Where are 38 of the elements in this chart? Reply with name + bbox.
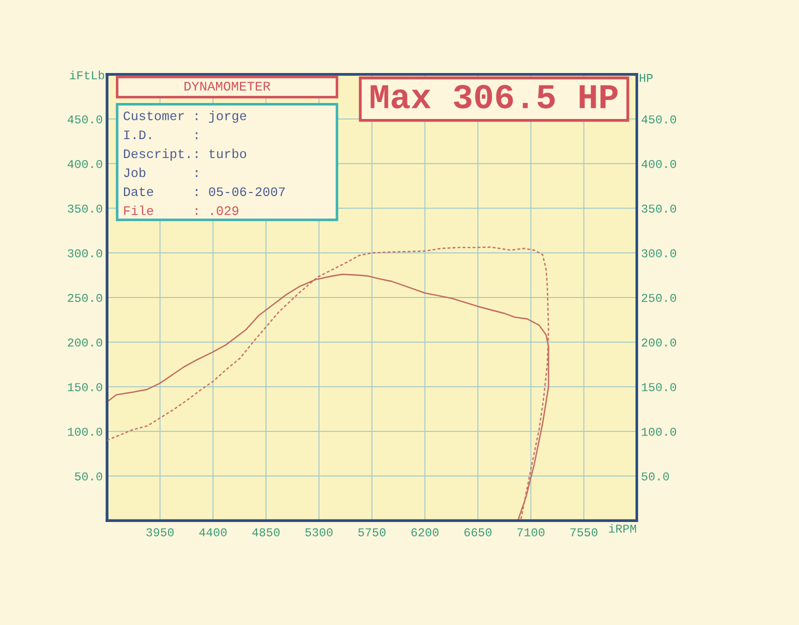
annotation: Job :: [124, 168, 198, 178]
x-tick-label: 6650: [464, 528, 492, 536]
x-tick-label: 6200: [411, 528, 439, 536]
y-tick-label: 100.0: [68, 428, 102, 436]
y-tick-label: 50.0: [74, 472, 102, 480]
y2-axis-title: HP: [640, 74, 653, 82]
y-axis-title: iFtLb: [70, 70, 104, 80]
y-tick-label: 200.0: [68, 338, 102, 347]
annotation: I.D. :: [124, 130, 198, 140]
x-tick-label: 4850: [252, 528, 280, 536]
y2-tick-label: 300.0: [642, 249, 676, 258]
y-tick-label: 400.0: [68, 160, 102, 168]
y-tick-label: 300.0: [68, 249, 102, 258]
y2-tick-label: 50.0: [642, 472, 669, 480]
y2-tick-label: 200.0: [642, 338, 676, 347]
y2-tick-label: 250.0: [642, 294, 676, 302]
y-tick-label: 350.0: [68, 204, 102, 213]
x-tick-label: 7100: [517, 528, 544, 536]
y-tick-label: 250.0: [68, 294, 102, 302]
y-tick-label: 150.0: [68, 383, 102, 392]
chart-subtitle: Max 306.5 HP: [370, 84, 618, 109]
annotation: File : .029: [124, 206, 238, 216]
x-tick-label: 4400: [199, 528, 227, 536]
y2-tick-label: 400.0: [642, 160, 676, 168]
y2-tick-label: 100.0: [642, 428, 676, 436]
annotation: Customer : jorge: [124, 110, 246, 123]
x-tick-label: 3950: [146, 528, 174, 536]
x-tick-label: 5750: [358, 528, 386, 536]
x-axis-title: iRPM: [608, 524, 636, 533]
chart-title: DYNAMOMETER: [184, 82, 270, 91]
annotation: Descript.: turbo: [124, 148, 246, 161]
annotation: Date : 05-06-2007: [124, 187, 285, 196]
y-tick-label: 450.0: [68, 115, 102, 124]
y2-tick-label: 150.0: [642, 383, 676, 392]
y2-tick-label: 450.0: [642, 115, 676, 124]
x-tick-label: 5300: [305, 528, 333, 536]
y2-tick-label: 350.0: [642, 204, 676, 213]
x-tick-label: 7550: [570, 528, 598, 536]
